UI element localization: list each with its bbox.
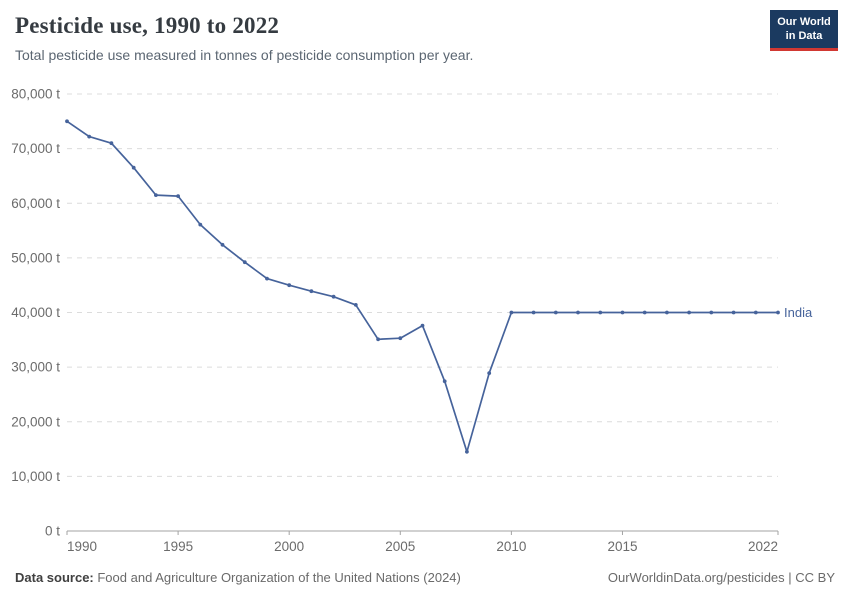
chart-header: Pesticide use, 1990 to 2022 Total pestic… [15, 13, 473, 63]
data-point [509, 310, 514, 315]
data-point [309, 289, 314, 294]
data-point [465, 449, 469, 454]
x-axis-tick-label: 2010 [496, 539, 526, 554]
y-axis-tick-label: 20,000 t [11, 414, 60, 429]
logo-line-1: Our World [777, 16, 831, 28]
data-point [220, 242, 225, 247]
data-point [176, 194, 181, 199]
data-point [154, 193, 158, 198]
logo-line-2: in Data [785, 30, 823, 43]
chart-footer: Data source: Food and Agriculture Organi… [15, 570, 835, 585]
x-axis-tick-label: 2005 [385, 539, 415, 554]
x-axis-tick-label: 1995 [163, 539, 193, 554]
y-axis-tick-label: 50,000 t [11, 250, 60, 265]
y-axis-tick-label: 60,000 t [11, 196, 60, 211]
owid-logo: Our World in Data [770, 10, 838, 51]
x-axis-tick-label: 1990 [67, 539, 97, 554]
x-axis-tick-label: 2015 [607, 539, 637, 554]
data-point [642, 310, 647, 315]
y-axis-tick-label: 40,000 t [11, 305, 60, 320]
data-source-label: Data source: [15, 570, 94, 585]
data-point [353, 303, 358, 307]
data-point [287, 283, 292, 288]
data-point [242, 260, 247, 265]
data-point [87, 134, 92, 139]
y-axis-tick-label: 10,000 t [11, 469, 60, 484]
data-point [420, 323, 425, 328]
data-point [442, 379, 447, 384]
data-point [487, 371, 492, 375]
data-point [776, 310, 780, 315]
y-axis-tick-label: 0 t [45, 524, 60, 539]
data-point [131, 165, 136, 170]
y-axis-tick-label: 30,000 t [11, 360, 60, 375]
y-axis-tick-label: 80,000 t [11, 87, 60, 102]
data-point [598, 310, 603, 315]
data-point [665, 310, 669, 315]
data-point [553, 310, 558, 315]
data-point [753, 310, 758, 315]
data-point [687, 310, 691, 315]
page-title: Pesticide use, 1990 to 2022 [15, 13, 280, 38]
y-axis-tick-label: 70,000 t [11, 141, 60, 156]
data-point [620, 310, 625, 315]
data-source: Data source: Food and Agriculture Organi… [15, 570, 461, 585]
series-label: India [784, 305, 813, 320]
data-point [531, 310, 536, 315]
x-axis-tick-label: 2022 [748, 539, 778, 554]
data-point [109, 141, 114, 146]
data-point [731, 310, 736, 315]
data-source-text: Food and Agriculture Organization of the… [93, 570, 461, 585]
data-point [65, 119, 69, 124]
chart-subtitle: Total pesticide use measured in tonnes o… [15, 47, 474, 63]
data-point [198, 222, 203, 227]
data-point [709, 310, 714, 315]
data-line [66, 120, 778, 453]
data-point [265, 276, 269, 281]
data-point [376, 337, 380, 342]
data-point [331, 294, 336, 299]
credit-line: OurWorldinData.org/pesticides | CC BY [607, 570, 835, 585]
x-axis-tick-label: 2000 [274, 539, 304, 554]
data-point [576, 310, 580, 315]
data-point [398, 336, 403, 341]
